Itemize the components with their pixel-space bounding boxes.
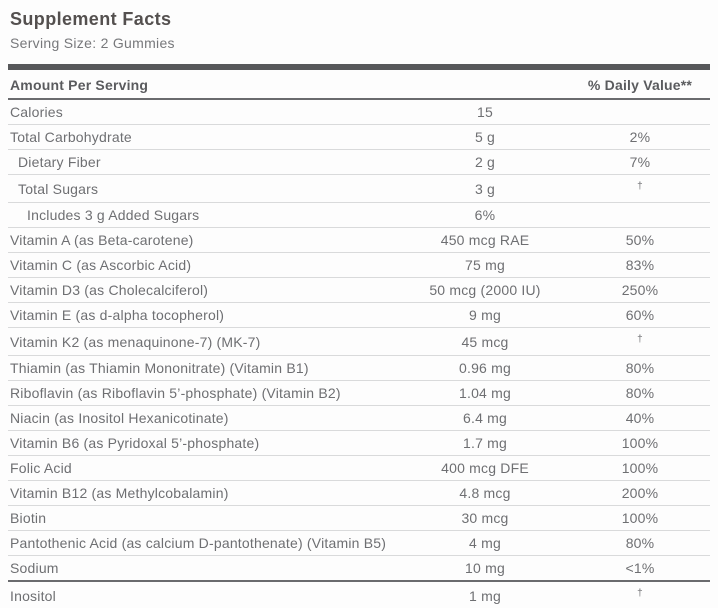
nutrient-amount: 4 mg xyxy=(469,535,501,551)
nutrient-daily-value: 200% xyxy=(621,485,659,501)
table-row: Vitamin B6 (as Pyridoxal 5’-phosphate) 1… xyxy=(8,431,710,456)
table-row: Niacin (as Inositol Hexanicotinate) 6.4 … xyxy=(8,406,710,431)
nutrient-amount: 45 mcg xyxy=(461,333,509,350)
table-row: Vitamin K2 (as menaquinone-7) (MK-7) 45 … xyxy=(8,328,710,356)
nutrient-daily-value: 80% xyxy=(625,360,655,376)
table-row: Vitamin D3 (as Cholecalciferol) 50 mcg (… xyxy=(8,278,710,303)
nutrient-name: Calories xyxy=(10,104,63,120)
table-header-row: Amount Per Serving % Daily Value** xyxy=(8,70,710,100)
nutrient-name: Dietary Fiber xyxy=(18,154,101,170)
nutrient-daily-value: 40% xyxy=(625,410,655,426)
nutrient-name: Inositol xyxy=(10,587,56,604)
table-row: Biotin 30 mcg 100% xyxy=(8,506,710,531)
table-row: Inositol 1 mg † xyxy=(8,582,710,608)
table-row: Riboflavin (as Riboflavin 5’-phosphate) … xyxy=(8,381,710,406)
dagger-footnote-mark: † xyxy=(637,334,643,345)
nutrient-name: Vitamin A (as Beta-carotene) xyxy=(10,232,194,248)
table-row: Folic Acid 400 mcg DFE 100% xyxy=(8,456,710,481)
table-row: Thiamin (as Thiamin Mononitrate) (Vitami… xyxy=(8,356,710,381)
nutrient-name: Folic Acid xyxy=(10,460,72,476)
table-row: Total Carbohydrate 5 g 2% xyxy=(8,125,710,150)
nutrient-name: Vitamin D3 (as Cholecalciferol) xyxy=(10,282,209,298)
nutrient-daily-value: 2% xyxy=(629,129,651,145)
nutrient-amount: 1.04 mg xyxy=(459,385,511,401)
nutrient-name: Vitamin B12 (as Methylcobalamin) xyxy=(10,485,229,501)
nutrient-daily-value xyxy=(570,108,710,116)
nutrient-daily-value: 7% xyxy=(629,154,651,170)
amount-column-spacer xyxy=(400,78,570,90)
dagger-footnote-mark: † xyxy=(637,588,643,599)
dagger-footnote-mark: † xyxy=(637,181,643,192)
nutrient-name: Biotin xyxy=(10,510,47,526)
nutrient-daily-value: 80% xyxy=(625,535,655,551)
nutrient-name: Niacin (as Inositol Hexanicotinate) xyxy=(10,410,229,426)
nutrient-name: Total Sugars xyxy=(18,180,99,197)
table-row: Vitamin B12 (as Methylcobalamin) 4.8 mcg… xyxy=(8,481,710,506)
nutrient-amount: 15 xyxy=(477,104,493,120)
table-row: Sodium 10 mg <1% xyxy=(8,556,710,582)
nutrient-daily-value: 50% xyxy=(625,232,655,248)
amount-per-serving-header: Amount Per Serving xyxy=(10,77,149,93)
nutrient-amount: 30 mcg xyxy=(461,510,509,526)
nutrient-amount: 6% xyxy=(474,207,496,223)
nutrient-daily-value: † xyxy=(570,328,710,355)
nutrient-name: Sodium xyxy=(10,560,59,576)
table-row: Pantothenic Acid (as calcium D-pantothen… xyxy=(8,531,710,556)
nutrient-amount: 0.96 mg xyxy=(459,360,511,376)
table-row: Total Sugars 3 g † xyxy=(8,175,710,203)
table-row: Calories 15 xyxy=(8,100,710,125)
table-row: Vitamin E (as d-alpha tocopherol) 9 mg 6… xyxy=(8,303,710,328)
nutrient-name: Riboflavin (as Riboflavin 5’-phosphate) … xyxy=(10,385,341,401)
nutrient-name: Vitamin C (as Ascorbic Acid) xyxy=(10,257,192,273)
nutrient-name: Pantothenic Acid (as calcium D-pantothen… xyxy=(10,535,387,551)
nutrient-name: Vitamin B6 (as Pyridoxal 5’-phosphate) xyxy=(10,435,260,451)
nutrient-amount: 2 g xyxy=(474,154,496,170)
nutrient-daily-value: † xyxy=(570,175,710,202)
nutrient-name: Total Carbohydrate xyxy=(10,129,132,145)
nutrient-amount: 1.7 mg xyxy=(463,435,507,451)
daily-value-header: % Daily Value** xyxy=(587,77,693,93)
nutrient-amount: 400 mcg DFE xyxy=(441,460,529,476)
table-row: Vitamin C (as Ascorbic Acid) 75 mg 83% xyxy=(8,253,710,278)
table-row: Includes 3 g Added Sugars 6% xyxy=(8,203,710,228)
nutrient-amount: 5 g xyxy=(474,129,496,145)
nutrient-daily-value: <1% xyxy=(625,560,655,576)
table-row: Dietary Fiber 2 g 7% xyxy=(8,150,710,175)
nutrient-name: Includes 3 g Added Sugars xyxy=(27,207,200,223)
nutrient-amount: 10 mg xyxy=(465,560,505,576)
nutrient-daily-value: 100% xyxy=(621,460,659,476)
nutrient-amount: 1 mg xyxy=(469,587,501,604)
nutrient-amount: 3 g xyxy=(474,180,496,197)
nutrient-daily-value xyxy=(570,211,710,219)
nutrient-daily-value: 100% xyxy=(621,435,659,451)
nutrient-daily-value: 60% xyxy=(625,307,655,323)
nutrient-amount: 4.8 mcg xyxy=(459,485,511,501)
nutrient-daily-value: 83% xyxy=(625,257,655,273)
supplement-facts-table: Amount Per Serving % Daily Value** Calor… xyxy=(8,70,710,608)
nutrient-amount: 9 mg xyxy=(469,307,501,323)
nutrient-amount: 450 mcg RAE xyxy=(440,232,530,248)
nutrient-daily-value: 80% xyxy=(625,385,655,401)
table-row: Vitamin A (as Beta-carotene) 450 mcg RAE… xyxy=(8,228,710,253)
page-title: Supplement Facts xyxy=(10,9,172,29)
nutrient-daily-value: 250% xyxy=(621,282,659,298)
nutrient-name: Vitamin E (as d-alpha tocopherol) xyxy=(10,307,225,323)
nutrient-daily-value: 100% xyxy=(621,510,659,526)
nutrient-amount: 6.4 mg xyxy=(463,410,507,426)
nutrient-amount: 75 mg xyxy=(465,257,505,273)
nutrient-daily-value: † xyxy=(570,582,710,608)
serving-size-text: Serving Size: 2 Gummies xyxy=(10,35,175,51)
nutrient-amount: 50 mcg (2000 IU) xyxy=(429,282,541,298)
top-divider-bar xyxy=(8,64,710,70)
nutrient-name: Vitamin K2 (as menaquinone-7) (MK-7) xyxy=(10,333,261,350)
nutrient-name: Thiamin (as Thiamin Mononitrate) (Vitami… xyxy=(10,360,309,376)
